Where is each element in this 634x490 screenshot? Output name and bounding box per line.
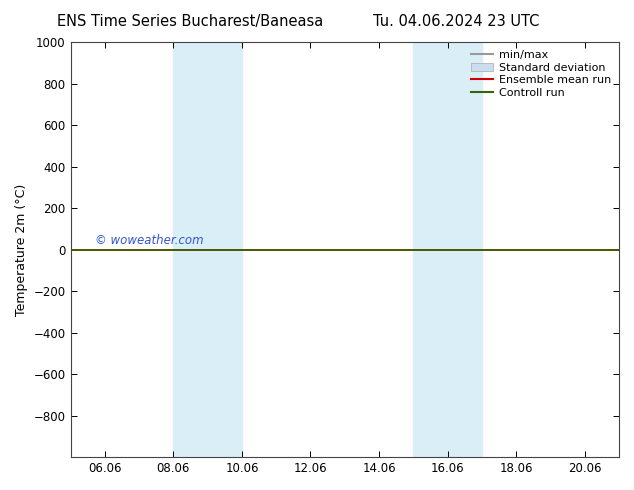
Text: Tu. 04.06.2024 23 UTC: Tu. 04.06.2024 23 UTC bbox=[373, 14, 540, 29]
Bar bbox=[173, 42, 242, 457]
Text: © woweather.com: © woweather.com bbox=[94, 234, 203, 247]
Legend: min/max, Standard deviation, Ensemble mean run, Controll run: min/max, Standard deviation, Ensemble me… bbox=[469, 48, 614, 100]
Bar bbox=[413, 42, 482, 457]
Text: ENS Time Series Bucharest/Baneasa: ENS Time Series Bucharest/Baneasa bbox=[57, 14, 323, 29]
Y-axis label: Temperature 2m (°C): Temperature 2m (°C) bbox=[15, 183, 28, 316]
